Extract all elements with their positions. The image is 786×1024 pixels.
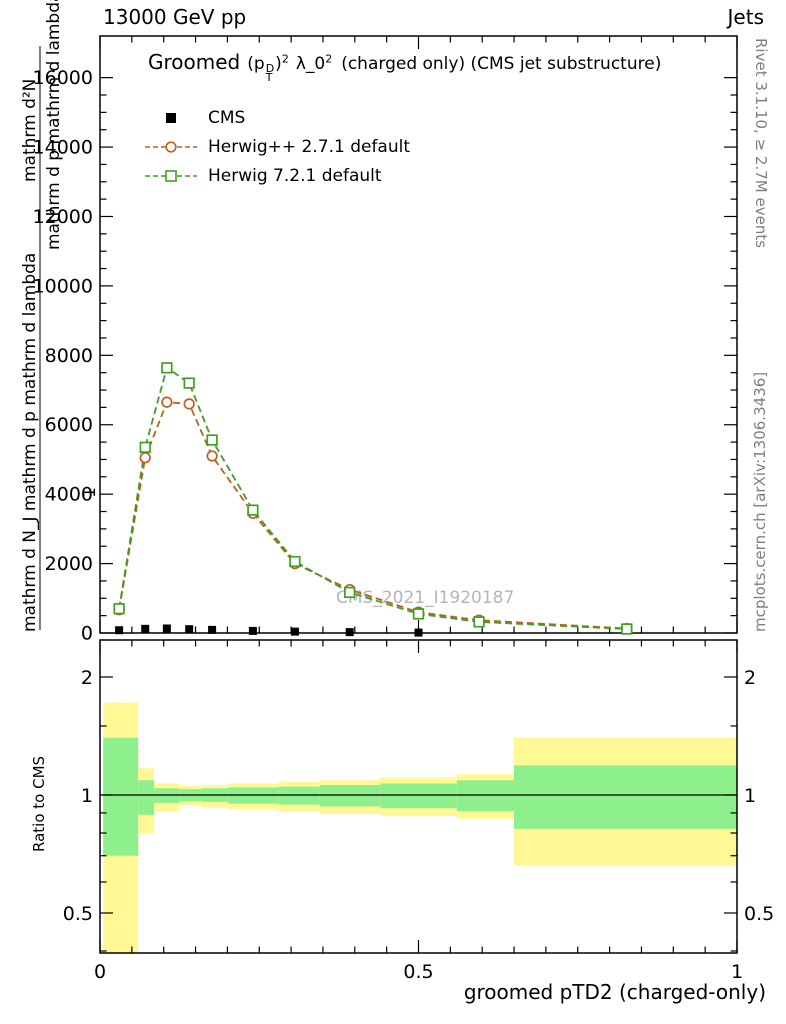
legend: CMS Herwig++ 2.7.1 default Herwig 7.2.1 …: [142, 103, 410, 190]
data-point-herwig7: [113, 603, 125, 615]
analysis-id-watermark: CMS_2021_I1920187: [336, 588, 515, 608]
cms-square-marker-icon: [166, 112, 176, 123]
x-tick-label: 0.5: [403, 961, 433, 983]
ratio-band-green: [380, 783, 457, 809]
y-tick-label: 2000: [45, 553, 93, 575]
y-axis-label-one: 1: [80, 487, 100, 498]
y-tick-label: 0: [81, 623, 93, 645]
title-suffix: (charged only) (CMS jet substructure): [341, 54, 662, 74]
title-ptd-sup: D: [265, 62, 275, 75]
x-axis-label: groomed pTD2 (charged-only): [463, 980, 766, 1004]
data-point-herwigpp: [206, 450, 218, 462]
data-point-cms: [208, 625, 217, 634]
data-point-herwig7: [139, 441, 151, 453]
data-point-herwig7: [206, 434, 218, 446]
legend-item-herwigpp: Herwig++ 2.7.1 default: [142, 132, 410, 161]
ratio-y-tick-label: 0.5: [744, 903, 774, 925]
data-point-cms: [185, 625, 194, 634]
data-point-cms: [248, 626, 257, 635]
data-point-herwig7: [473, 616, 485, 628]
legend-item-herwig7: Herwig 7.2.1 default: [142, 161, 410, 190]
beam-energy-label: 13000 GeV pp: [103, 5, 247, 29]
ratio-y-tick-label: 2: [81, 667, 93, 689]
data-point-herwig7: [247, 504, 259, 516]
ratio-axis-label: Ratio to CMS: [30, 755, 48, 852]
series-line: [118, 401, 627, 630]
data-point-cms: [141, 624, 150, 633]
y-tick-label: 6000: [45, 414, 93, 436]
x-tick-label: 1: [731, 961, 743, 983]
ratio-band-green: [514, 765, 737, 829]
ratio-y-tick-label: 1: [81, 785, 93, 807]
title-formula-open: (p: [247, 54, 265, 74]
data-point-herwigpp: [139, 452, 151, 464]
analysis-group-label: Jets: [727, 5, 764, 29]
title-prefix: Groomed: [148, 50, 241, 74]
legend-marker-herwig7: [145, 169, 197, 182]
ratio-band-green: [138, 780, 155, 815]
y-tick-label: 14000: [33, 137, 93, 159]
data-point-herwig7: [621, 623, 633, 635]
data-point-cms: [345, 628, 354, 637]
data-point-cms: [414, 628, 423, 637]
data-point-herwig7: [344, 586, 356, 599]
legend-marker-herwigpp: [145, 140, 197, 153]
y-axis-label-numerator: mathrm d²N: [20, 78, 40, 182]
data-point-herwig7: [289, 555, 301, 568]
herwigpp-circle-marker-icon: [165, 140, 177, 153]
ratio-y-tick-label: 1: [744, 785, 756, 807]
herwig7-square-marker-icon: [165, 169, 177, 182]
ratio-y-tick-label: 2: [744, 667, 756, 689]
legend-label-herwig7: Herwig 7.2.1 default: [208, 165, 382, 186]
data-point-herwig7: [183, 377, 195, 389]
legend-item-cms: CMS: [142, 103, 410, 132]
title-lambda: λ_0: [295, 54, 326, 74]
y-tick-label: 4000: [45, 484, 93, 506]
data-point-herwigpp: [161, 396, 173, 408]
y-axis-label-denominator: mathrm d p mathrm d lambda: [44, 0, 64, 250]
title-formula-close: ): [275, 54, 282, 74]
x-tick-label: 0: [94, 961, 106, 983]
mcplots-reference-note: mcplots.cern.ch [arXiv:1306.3436]: [751, 371, 769, 632]
data-point-herwigpp: [183, 398, 195, 410]
ratio-band-green: [278, 786, 320, 805]
title-ptd-sub: T: [265, 71, 273, 84]
title-lambda-exponent: 2: [325, 52, 333, 66]
legend-marker-cms: [166, 112, 176, 123]
y-tick-label: 16000: [33, 67, 93, 89]
data-point-cms: [115, 626, 124, 635]
data-point-cms: [290, 627, 299, 636]
ratio-band-green: [456, 780, 515, 812]
legend-label-cms: CMS: [208, 107, 246, 128]
ratio-band-green: [103, 737, 139, 856]
ratio-band-green: [319, 785, 381, 807]
rivet-version-note: Rivet 3.1.10, ≥ 2.7M events: [752, 38, 770, 249]
y-axis-label-lower: mathrm d N_J mathrm d p mathrm d lambda: [20, 252, 40, 632]
plot-title: Groomed (p D T)2 λ_02 (charged only) (CMS jet…: [148, 50, 662, 84]
data-point-cms: [162, 624, 171, 633]
series-line: [118, 366, 627, 630]
title-exponent: 2: [281, 52, 289, 66]
legend-label-herwigpp: Herwig++ 2.7.1 default: [208, 136, 411, 157]
y-tick-label: 8000: [45, 345, 93, 367]
data-point-herwig7: [412, 608, 425, 620]
data-point-herwig7: [161, 362, 173, 374]
ratio-y-tick-label: 0.5: [63, 903, 93, 925]
y-tick-label: 12000: [33, 206, 93, 228]
y-tick-label: 10000: [33, 275, 93, 297]
